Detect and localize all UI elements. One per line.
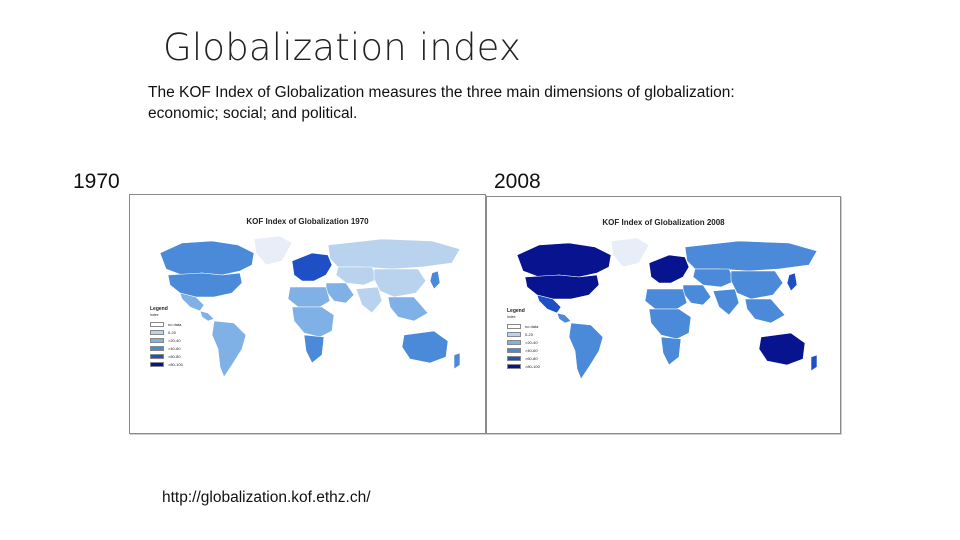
map-title-2008: KOF Index of Globalization 2008 bbox=[602, 218, 725, 227]
map-panel-2008: KOF Index of Globalization 2008 Legend I… bbox=[486, 196, 841, 434]
legend-swatch bbox=[507, 363, 521, 369]
legend-label: >60-80 bbox=[525, 355, 538, 361]
region-southern-africa bbox=[660, 336, 682, 366]
legend-label: 0-20 bbox=[168, 329, 177, 335]
legend-swatch bbox=[507, 347, 521, 353]
region-canada bbox=[516, 242, 612, 278]
map-legend-1970: Legend Index no data 0-20 >20-40 >40-60 >60-… bbox=[150, 306, 183, 368]
legend-item: >80-100 bbox=[507, 362, 540, 370]
region-sub-saharan-africa bbox=[291, 306, 335, 338]
region-new-zealand bbox=[453, 352, 461, 370]
legend-label: 0-20 bbox=[525, 331, 534, 337]
region-central-asia bbox=[335, 266, 379, 286]
legend-item: >60-80 bbox=[507, 354, 540, 362]
region-europe bbox=[648, 254, 690, 284]
legend-swatch bbox=[507, 331, 521, 337]
region-sub-saharan-africa bbox=[648, 308, 692, 340]
legend-item: >20-40 bbox=[507, 338, 540, 346]
legend-item: >40-60 bbox=[507, 346, 540, 354]
legend-subtitle: Index bbox=[150, 313, 159, 317]
region-australia bbox=[758, 332, 806, 366]
legend-item: no data bbox=[507, 322, 540, 330]
legend-label: >40-60 bbox=[168, 345, 181, 351]
region-central-america bbox=[556, 312, 572, 324]
region-usa bbox=[167, 272, 243, 298]
legend-label: >60-80 bbox=[168, 353, 181, 359]
world-map-1970 bbox=[142, 231, 470, 381]
region-southeast-asia bbox=[744, 298, 786, 324]
legend-swatch bbox=[150, 329, 164, 335]
region-southern-africa bbox=[303, 334, 325, 364]
legend-swatch bbox=[507, 339, 521, 345]
region-russia bbox=[327, 238, 461, 270]
region-new-zealand bbox=[810, 354, 818, 372]
year-label-2008: 2008 bbox=[494, 170, 541, 193]
legend-subtitle: Index bbox=[507, 315, 516, 319]
legend-label: >20-40 bbox=[168, 337, 181, 343]
year-label-1970: 1970 bbox=[73, 170, 120, 193]
legend-swatch bbox=[150, 345, 164, 351]
legend-swatch bbox=[150, 353, 164, 359]
slide-title: Globalization index bbox=[163, 26, 522, 69]
legend-item: >20-40 bbox=[150, 336, 183, 344]
legend-item: 0-20 bbox=[507, 330, 540, 338]
region-usa bbox=[524, 274, 600, 300]
region-south-america bbox=[568, 322, 604, 380]
legend-label: no data bbox=[168, 321, 182, 327]
region-central-america bbox=[199, 310, 215, 322]
region-south-america bbox=[211, 320, 247, 378]
world-map-2008 bbox=[499, 233, 827, 383]
legend-swatch bbox=[150, 321, 164, 327]
legend-item: no data bbox=[150, 320, 183, 328]
legend-label: >40-60 bbox=[525, 347, 538, 353]
legend-title: Legend bbox=[150, 306, 168, 312]
source-link[interactable]: http://globalization.kof.ethz.ch/ bbox=[162, 489, 371, 506]
map-title-1970: KOF Index of Globalization 1970 bbox=[246, 217, 369, 226]
map-legend-2008: Legend Index no data 0-20 >20-40 >40-60 >60-… bbox=[507, 308, 540, 370]
legend-swatch bbox=[150, 361, 164, 367]
region-japan bbox=[786, 272, 798, 292]
legend-swatch bbox=[507, 355, 521, 361]
legend-swatch bbox=[507, 323, 521, 329]
legend-item: >40-60 bbox=[150, 344, 183, 352]
legend-label: >20-40 bbox=[525, 339, 538, 345]
legend-title: Legend bbox=[507, 308, 525, 314]
region-north-africa bbox=[644, 288, 688, 310]
region-greenland bbox=[253, 235, 293, 266]
region-china bbox=[730, 270, 784, 300]
legend-item: >80-100 bbox=[150, 360, 183, 368]
legend-swatch bbox=[150, 337, 164, 343]
legend-item: >60-80 bbox=[150, 352, 183, 360]
legend-item: 0-20 bbox=[150, 328, 183, 336]
region-north-africa bbox=[287, 286, 331, 308]
legend-label: >80-100 bbox=[525, 363, 540, 369]
region-china bbox=[373, 268, 427, 298]
region-europe bbox=[291, 252, 333, 282]
region-south-asia bbox=[712, 288, 740, 316]
legend-label: no data bbox=[525, 323, 539, 329]
region-southeast-asia bbox=[387, 296, 429, 322]
region-japan bbox=[429, 270, 441, 290]
region-australia bbox=[401, 330, 449, 364]
region-russia bbox=[684, 240, 818, 272]
region-greenland bbox=[610, 237, 650, 268]
slide-subtitle: The KOF Index of Globalization measures … bbox=[148, 84, 735, 122]
map-panel-1970: KOF Index of Globalization 1970 Legend I… bbox=[129, 194, 486, 434]
region-south-asia bbox=[355, 286, 383, 314]
region-central-asia bbox=[692, 268, 736, 288]
region-canada bbox=[159, 240, 255, 276]
legend-label: >80-100 bbox=[168, 361, 183, 367]
